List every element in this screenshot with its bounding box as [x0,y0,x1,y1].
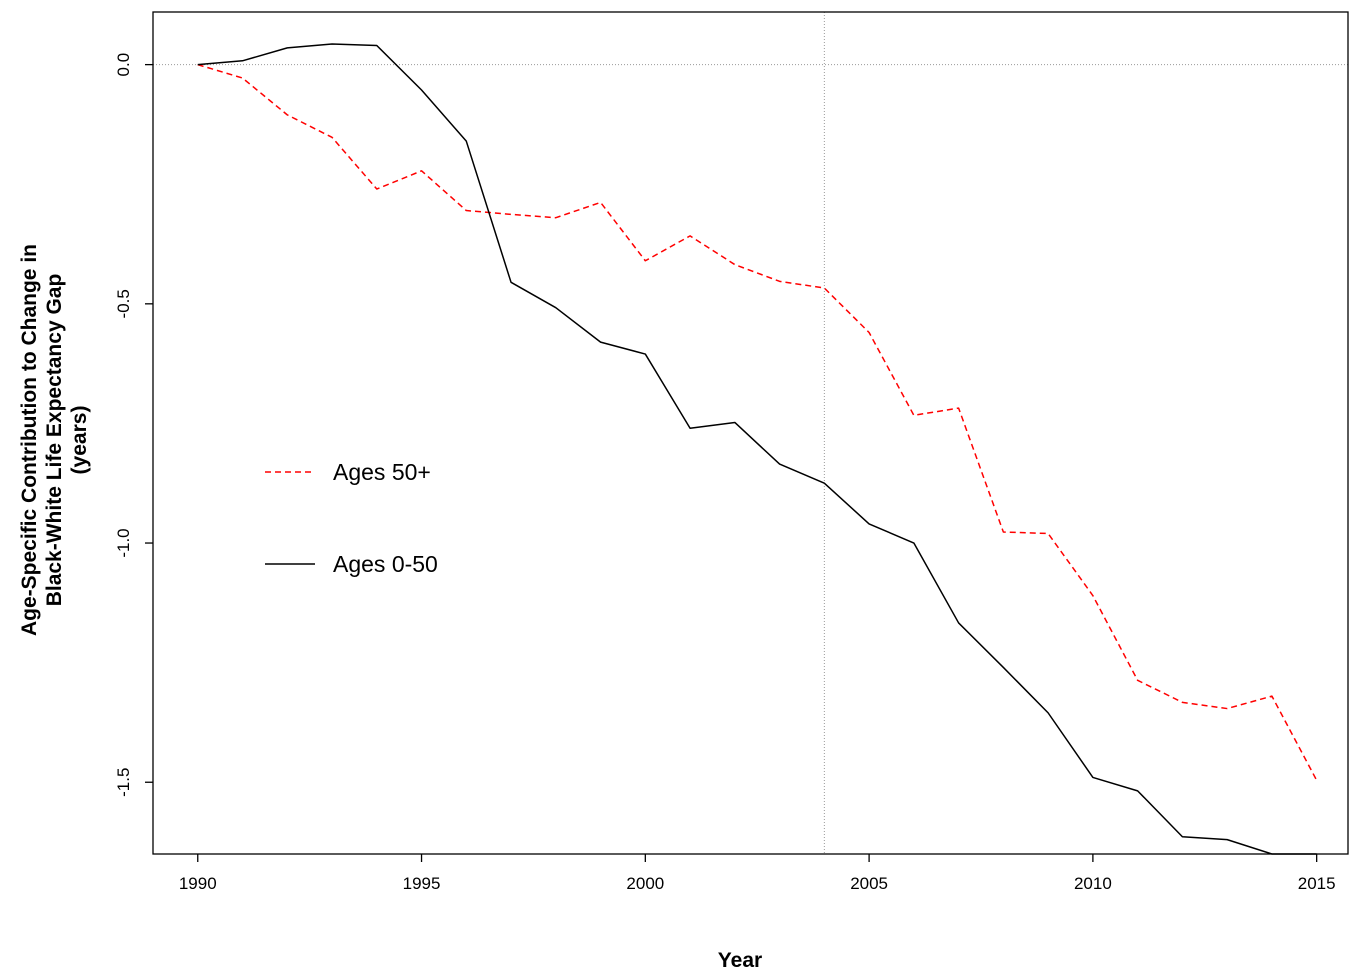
y-tick-label-1: -0.5 [114,289,133,318]
x-tick-label-2005: 2005 [850,874,888,893]
series-line-1 [197,43,1317,855]
y-tick-label-2: -1.0 [114,528,133,557]
legend-label-ages-50-plus: Ages 50+ [333,459,431,485]
x-axis-title: Year [718,949,762,972]
y-axis-title-line-3: (years) [68,406,91,475]
y-axis-title: Age-Specific Contribution to Change in B… [18,244,91,636]
x-tick-label-2010: 2010 [1074,874,1112,893]
y-tick-label-0: 0.0 [114,53,133,77]
legend-label-ages-0-50: Ages 0-50 [333,551,438,577]
x-tick-label-1995: 1995 [403,874,441,893]
y-axis-title-line-2: Black-White Life Expectancy Gap [43,274,66,607]
y-axis-title-line-1: Age-Specific Contribution to Change in [18,244,41,636]
x-axis: 1990 1995 2000 2005 2010 2015 [179,854,1336,893]
x-tick-label-2000: 2000 [626,874,664,893]
grid-layer [153,12,1348,854]
plot-frame [152,11,1349,855]
series-layer [197,43,1318,855]
series-line-0 [197,63,1318,781]
y-tick-label-3: -1.5 [114,768,133,797]
y-axis: 0.0 -0.5 -1.0 -1.5 [114,53,153,797]
legend: Ages 50+ Ages 0-50 [265,459,438,577]
x-tick-label-2015: 2015 [1298,874,1336,893]
x-tick-label-1990: 1990 [179,874,217,893]
